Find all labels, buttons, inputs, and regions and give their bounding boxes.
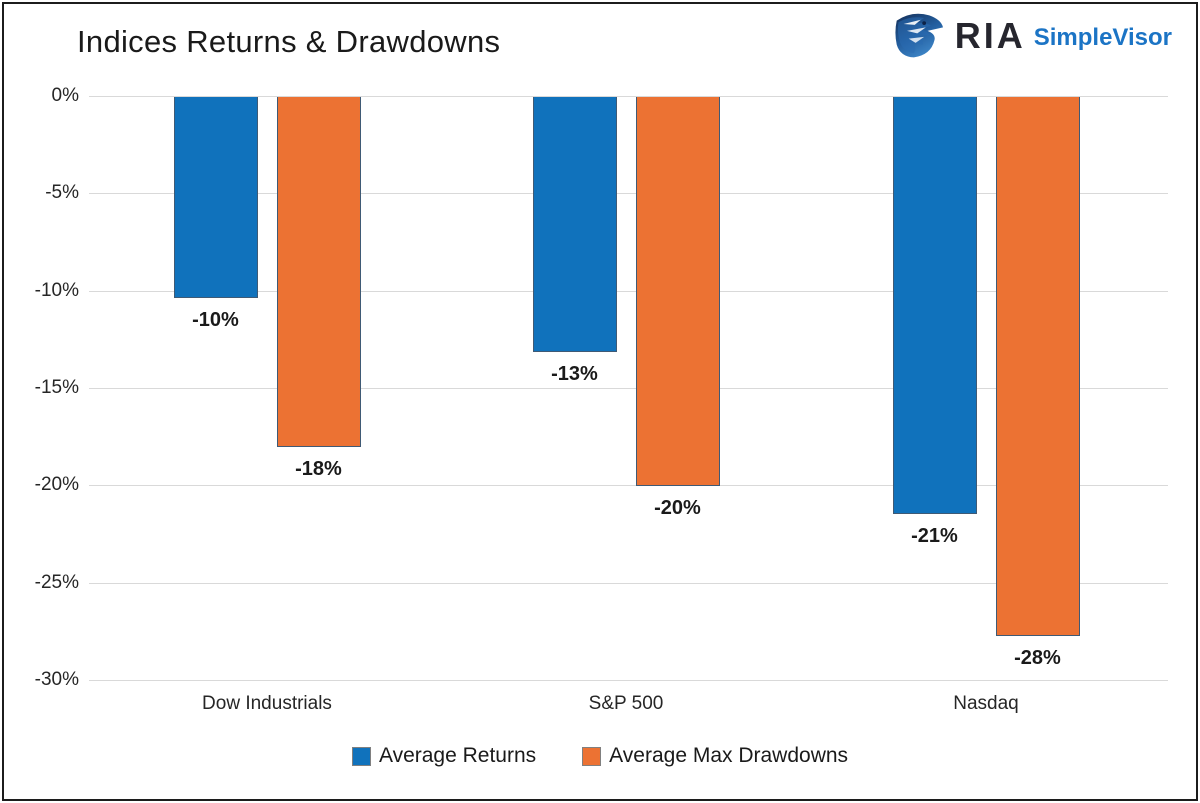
eagle-head-icon xyxy=(895,13,943,58)
legend-item-average-max-drawdowns: Average Max Drawdowns xyxy=(582,744,848,768)
data-label-average-max-drawdowns-nasdaq: -28% xyxy=(1014,647,1061,670)
bar-average-max-drawdowns-s-p-500 xyxy=(635,97,720,487)
legend-item-average-returns: Average Returns xyxy=(351,744,537,768)
y-tick-label: 0% xyxy=(51,85,79,106)
data-label-average-max-drawdowns-dow-industrials: -18% xyxy=(295,458,342,481)
category-label-dow-industrials: Dow Industrials xyxy=(202,693,332,714)
gridline-5 xyxy=(89,193,1168,195)
y-tick-label: -10% xyxy=(34,279,79,301)
product-name: SimpleVisor xyxy=(1033,24,1172,51)
legend-swatch-icon xyxy=(582,746,602,766)
gridline-25 xyxy=(89,582,1168,584)
data-label-average-returns-s-p-500: -13% xyxy=(551,363,598,385)
legend: Average Returns Average Max Drawdowns xyxy=(0,744,1200,768)
y-tick-label: -25% xyxy=(34,571,79,593)
y-tick-label: -15% xyxy=(34,377,79,398)
data-label-average-max-drawdowns-s-p-500: -20% xyxy=(654,497,701,520)
legend-label: Average Returns xyxy=(378,744,537,767)
y-tick-label: -20% xyxy=(34,474,79,496)
brand-name: RIA xyxy=(954,15,1026,56)
gridline-0 xyxy=(89,96,1168,97)
legend-label: Average Max Drawdowns xyxy=(609,744,849,767)
gridline-30 xyxy=(89,680,1168,681)
data-label-average-returns-dow-industrials: -10% xyxy=(192,308,239,331)
bar-average-max-drawdowns-nasdaq xyxy=(995,97,1080,637)
y-tick-label: -5% xyxy=(45,182,79,204)
data-label-average-returns-nasdaq: -21% xyxy=(911,524,958,547)
bar-average-returns-nasdaq xyxy=(892,97,977,514)
brand-logo: RIA SimpleVisor xyxy=(891,12,1172,60)
gridline-10 xyxy=(89,290,1168,292)
category-label-nasdaq: Nasdaq xyxy=(953,693,1019,714)
bar-average-returns-dow-industrials xyxy=(173,97,258,298)
gridline-15 xyxy=(89,388,1168,389)
chart-title: Indices Returns & Drawdowns xyxy=(77,24,501,59)
y-tick-label: -30% xyxy=(34,669,79,690)
legend-swatch-icon xyxy=(351,746,371,766)
category-label-s-p-500: S&P 500 xyxy=(588,693,664,714)
bar-average-max-drawdowns-dow-industrials xyxy=(276,97,361,448)
gridline-20 xyxy=(89,485,1168,487)
bar-average-returns-s-p-500 xyxy=(532,97,617,352)
